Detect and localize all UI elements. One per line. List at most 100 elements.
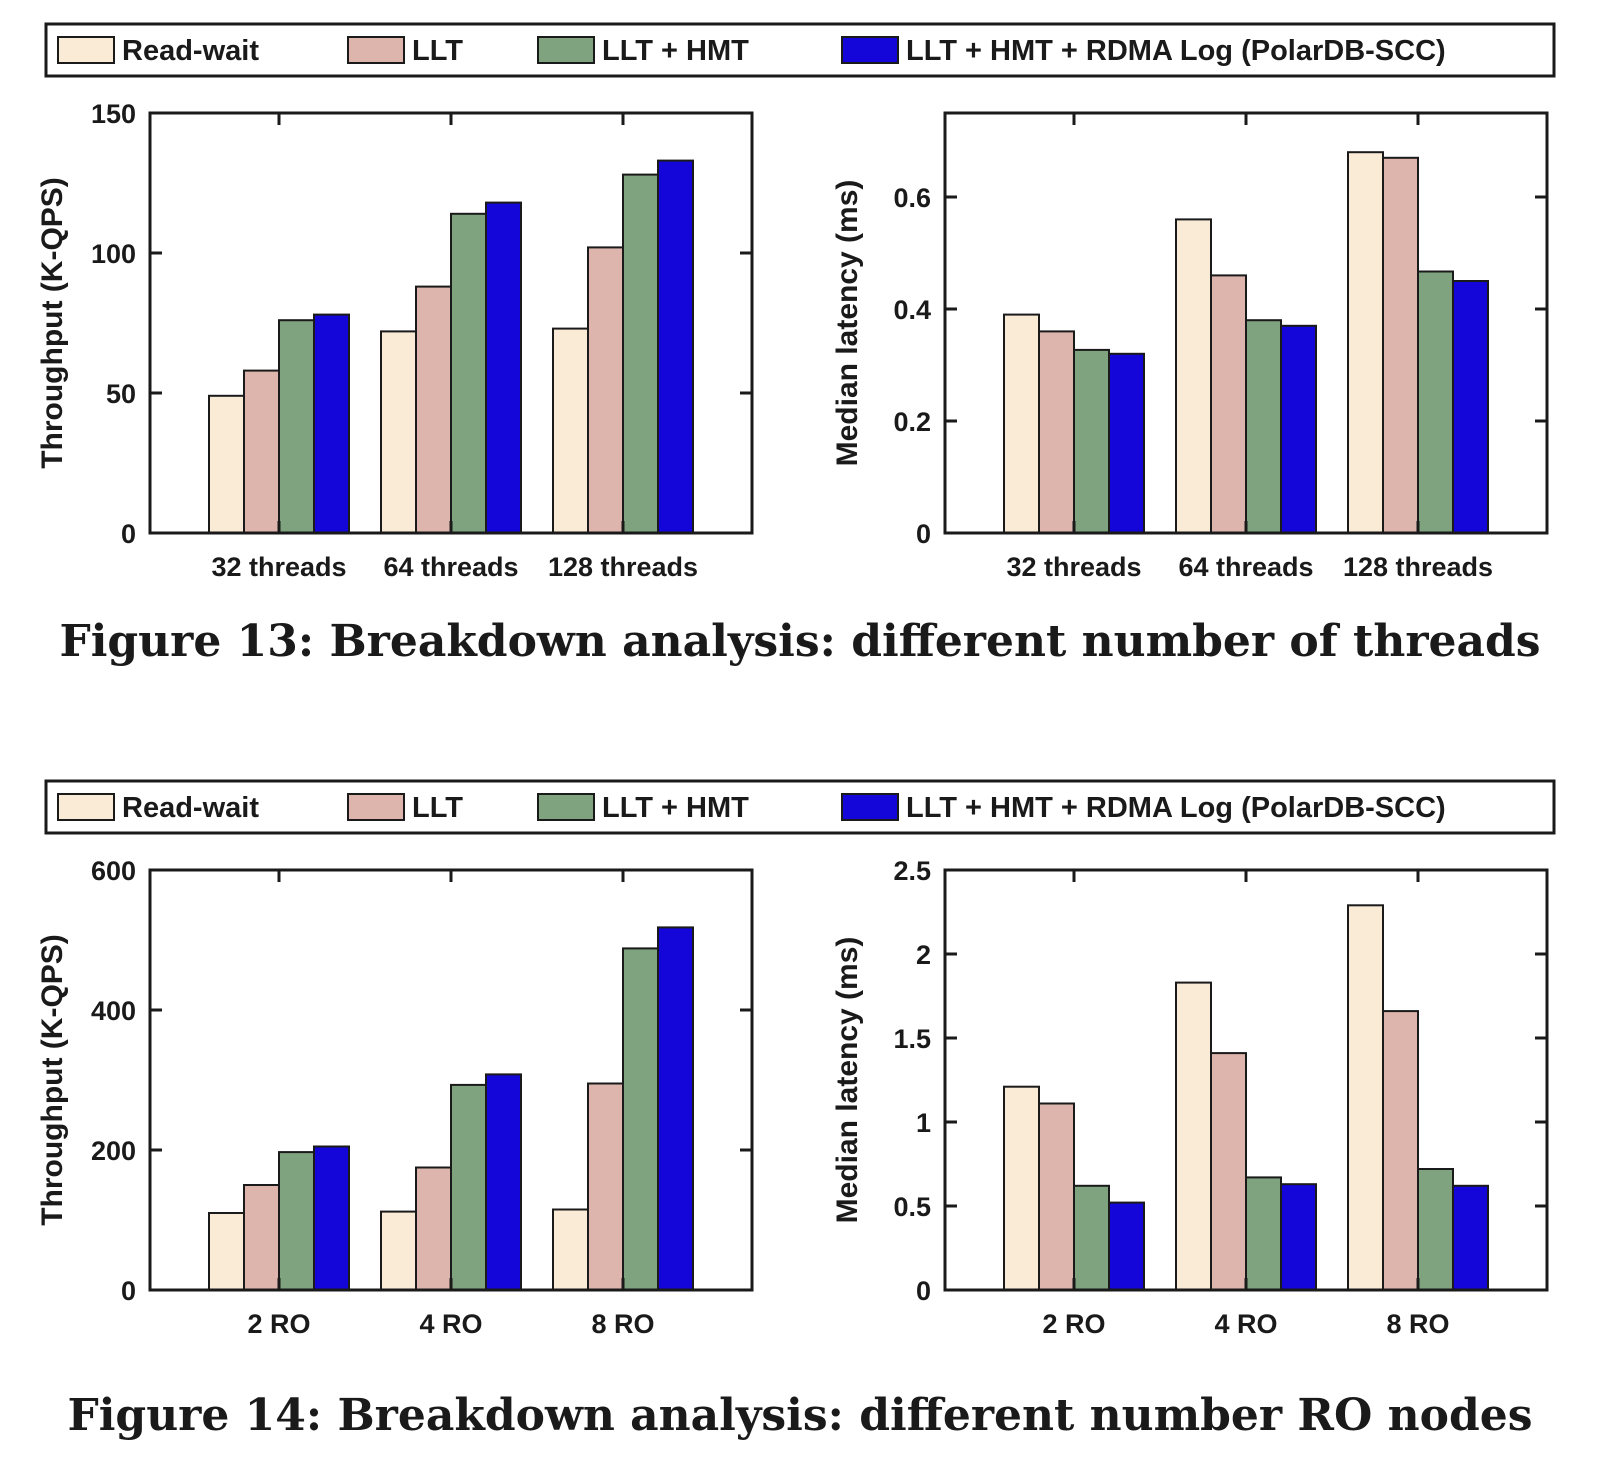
bar [1210, 274, 1247, 534]
bar [552, 327, 589, 534]
x-tick-label: 4 RO [1214, 1309, 1277, 1339]
bar [1038, 1102, 1075, 1291]
x-tick-label: 4 RO [419, 1309, 482, 1339]
legend-swatch [57, 793, 115, 821]
bar [1382, 1010, 1419, 1291]
bar [243, 369, 280, 534]
y-tick-label: 1 [916, 1108, 931, 1138]
x-tick-label: 128 threads [1343, 552, 1493, 582]
bar [313, 1145, 350, 1291]
legend-label: LLT [412, 35, 463, 67]
bar [587, 246, 624, 534]
y-tick-label: 150 [91, 99, 136, 129]
bar [1452, 1184, 1489, 1292]
bar [1108, 1201, 1145, 1291]
y-tick-label: 50 [106, 379, 136, 409]
bar [1347, 904, 1384, 1291]
bar [415, 285, 452, 534]
y-tick-label: 0.5 [893, 1192, 931, 1222]
legend-label: LLT + HMT + RDMA Log (PolarDB-SCC) [906, 792, 1446, 824]
legend-swatch [57, 36, 115, 64]
caption-figure-14: Figure 14: Breakdown analysis: different… [67, 1390, 1532, 1441]
bar [622, 173, 659, 534]
bar [657, 159, 694, 534]
bar [1175, 981, 1212, 1291]
bar [1245, 1176, 1282, 1292]
bar [1417, 270, 1454, 534]
bar [1175, 218, 1212, 534]
bar [208, 1212, 245, 1291]
legend-figure-14: Read-wait LLT LLT + HMT LLT + HMT + RDMA Lo… [44, 779, 1556, 835]
y-tick-label: 0 [121, 519, 136, 549]
legend-frame [44, 22, 1556, 78]
bar [552, 1208, 589, 1291]
legend-swatch [537, 36, 595, 64]
chart-throughput-ro-nodes: 0 200 400 600 2 RO 4 RO 8 RO Throughput (K-QPS) [36, 856, 754, 1339]
bar [313, 313, 350, 534]
bar [1280, 324, 1317, 534]
bar [1073, 1184, 1110, 1292]
y-tick-label: 0.2 [893, 407, 931, 437]
x-tick-label: 64 threads [383, 552, 518, 582]
bar [1038, 330, 1075, 534]
legend-label: LLT + HMT [602, 35, 749, 67]
bar [1245, 319, 1282, 535]
legend-swatch [841, 793, 899, 821]
y-tick-label: 0 [916, 519, 931, 549]
bar [1347, 151, 1384, 534]
y-tick-label: 600 [91, 856, 136, 886]
x-tick-label: 32 threads [1006, 552, 1141, 582]
x-tick-label: 2 RO [1042, 1309, 1105, 1339]
y-tick-label: 0 [916, 1276, 931, 1306]
bar [1452, 280, 1489, 534]
legend-swatch [537, 793, 595, 821]
y-tick-label: 100 [91, 239, 136, 269]
bar [1280, 1183, 1317, 1291]
legend-figure-13: Read-wait LLT LLT + HMT LLT + HMT + RDMA Lo… [44, 22, 1556, 78]
y-tick-label: 400 [91, 996, 136, 1026]
legend-swatch [347, 793, 405, 821]
x-tick-label: 8 RO [1386, 1309, 1449, 1339]
legend-label: LLT [412, 792, 463, 824]
bar [278, 319, 315, 535]
legend-label: Read-wait [122, 792, 259, 824]
x-tick-label: 32 threads [211, 552, 346, 582]
legend-swatch [841, 36, 899, 64]
y-axis-label: Throughput (K-QPS) [36, 177, 69, 469]
bar [1003, 1085, 1040, 1291]
bar [1382, 156, 1419, 535]
bar [450, 212, 487, 535]
bar [587, 1082, 624, 1291]
bar [1417, 1168, 1454, 1291]
bar [485, 1073, 522, 1292]
chart-throughput-threads: 0 50 100 150 32 threads 64 threads 128 threads… [36, 99, 754, 582]
bar [278, 1151, 315, 1291]
legend-frame [44, 779, 1556, 835]
y-tick-label: 0.4 [893, 295, 931, 325]
caption-figure-13: Figure 13: Breakdown analysis: different… [59, 616, 1540, 667]
chart-latency-ro-nodes: 0 0.5 1 1.5 2 2.5 2 RO 4 RO 8 RO Median latency (… [831, 856, 1549, 1339]
y-tick-label: 2.5 [893, 856, 931, 886]
y-axis-label: Median latency (ms) [831, 937, 864, 1224]
bar [380, 1210, 417, 1291]
bar [1210, 1052, 1247, 1291]
bar [208, 394, 245, 534]
legend-swatch [347, 36, 405, 64]
bar [1108, 352, 1145, 534]
y-tick-label: 0.6 [893, 183, 931, 213]
bar [1003, 313, 1040, 534]
bar [657, 926, 694, 1292]
y-axis-label: Median latency (ms) [831, 180, 864, 467]
y-tick-label: 2 [916, 940, 931, 970]
x-tick-label: 8 RO [591, 1309, 654, 1339]
bar [622, 947, 659, 1292]
x-tick-label: 128 threads [548, 552, 698, 582]
y-tick-label: 1.5 [893, 1024, 931, 1054]
bar [485, 201, 522, 534]
y-tick-label: 200 [91, 1136, 136, 1166]
bar [415, 1166, 452, 1291]
bar [450, 1083, 487, 1292]
x-tick-label: 2 RO [247, 1309, 310, 1339]
legend-label: Read-wait [122, 35, 259, 67]
